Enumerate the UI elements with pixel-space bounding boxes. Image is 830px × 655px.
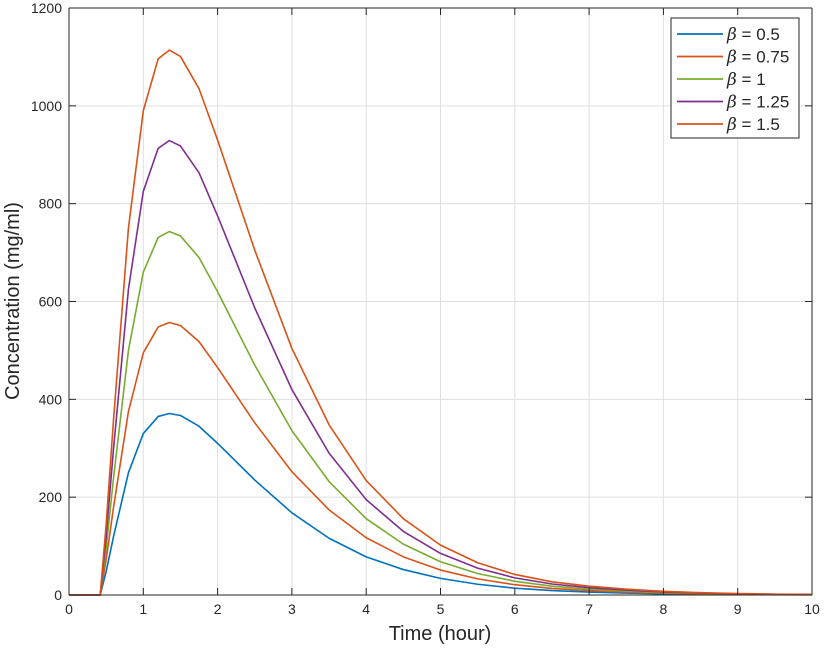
- y-tick-label: 600: [39, 294, 63, 310]
- legend-entry: β = 1.5: [726, 115, 780, 135]
- x-tick-label: 3: [288, 601, 296, 617]
- legend-box: [670, 17, 800, 139]
- x-tick-label: 7: [585, 601, 593, 617]
- x-tick-label: 5: [437, 601, 445, 617]
- legend-entry: β = 0.75: [726, 48, 789, 68]
- tick-labels: 0 1 2 3 4 5 6 7 8 9 10 0 200 400 600 800 1000 1200: [31, 0, 820, 617]
- x-tick-label: 2: [214, 601, 222, 617]
- series-line-5: [69, 49, 813, 596]
- series-line-1: [69, 412, 813, 596]
- y-tick-label: 800: [39, 196, 63, 212]
- x-tick-label: 6: [511, 601, 519, 617]
- axes: [68, 7, 813, 596]
- x-axis-label: Time (hour): [389, 623, 492, 645]
- series-line-4: [69, 139, 813, 596]
- legend-entry: β = 0.5: [726, 25, 780, 45]
- y-tick-label: 400: [39, 391, 63, 407]
- series-line-3: [69, 230, 813, 596]
- x-tick-label: 8: [660, 601, 668, 617]
- x-tick-label: 10: [804, 601, 820, 617]
- y-tick-label: 1200: [31, 0, 62, 16]
- series-line-2: [69, 321, 813, 596]
- y-axis-label: Concentration (mg/ml): [2, 202, 24, 400]
- x-tick-label: 4: [362, 601, 370, 617]
- y-tick-label: 1000: [31, 98, 62, 114]
- x-tick-label: 1: [139, 601, 147, 617]
- x-tick-label: 0: [65, 601, 73, 617]
- legend: β = 0.5 β = 0.75β = 1 β = 1.25β = 1.5: [670, 17, 800, 139]
- y-tick-label: 200: [39, 489, 63, 505]
- series-lines: [69, 49, 813, 596]
- legend-entry: β = 1.25: [726, 93, 789, 113]
- legend-entry: β = 1: [726, 70, 766, 90]
- x-tick-label: 9: [734, 601, 742, 617]
- y-tick-label: 0: [54, 587, 62, 603]
